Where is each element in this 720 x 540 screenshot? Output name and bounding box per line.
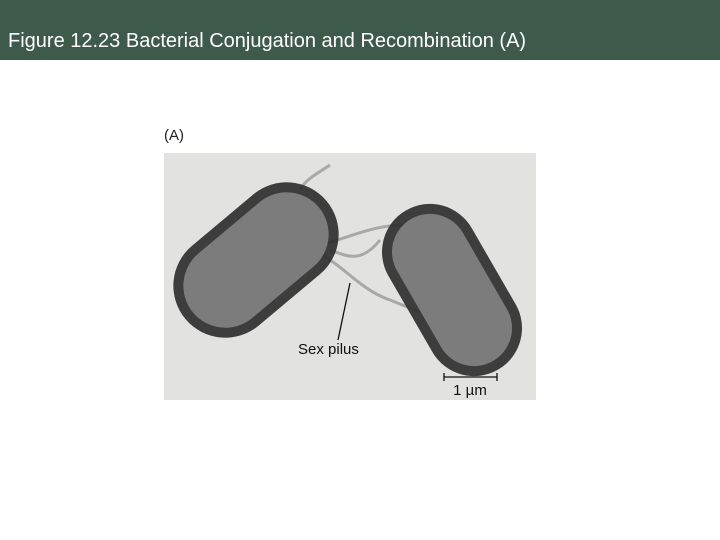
header-bar: Figure 12.23 Bacterial Conjugation and R… <box>0 0 720 60</box>
scale-bar <box>443 373 498 381</box>
scale-label: 1 µm <box>453 382 487 399</box>
panel-label: (A) <box>164 127 184 144</box>
pointer-line <box>337 282 351 341</box>
bacterium <box>382 203 522 377</box>
annotation: Sex pilus <box>298 341 359 358</box>
bacterium <box>173 182 339 338</box>
slide-title: Figure 12.23 Bacterial Conjugation and R… <box>8 30 527 52</box>
